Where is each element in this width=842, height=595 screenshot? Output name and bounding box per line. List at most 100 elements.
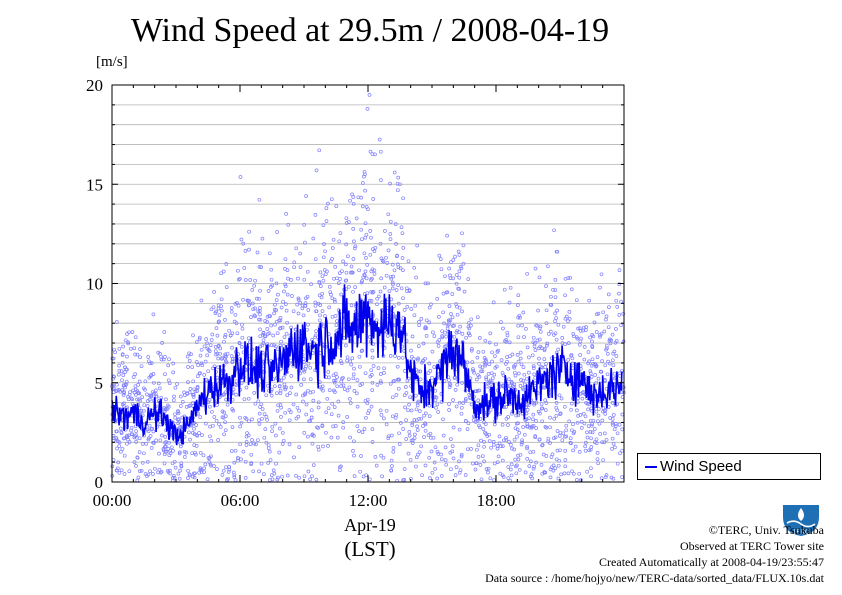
data-point (417, 323, 422, 328)
data-point (403, 405, 407, 410)
data-point (519, 378, 523, 382)
data-point (613, 422, 618, 426)
data-point (563, 458, 568, 462)
data-point (508, 354, 512, 359)
data-point (252, 391, 257, 395)
data-point (545, 343, 549, 348)
data-point (230, 345, 234, 350)
data-point (236, 456, 241, 461)
data-point (306, 469, 311, 474)
data-point (262, 334, 267, 338)
data-point (473, 420, 478, 424)
data-point (140, 460, 145, 465)
data-point (242, 266, 247, 270)
data-point (612, 371, 617, 376)
data-point (239, 420, 244, 425)
data-point (214, 419, 219, 423)
data-point (177, 419, 182, 424)
data-point (143, 472, 148, 476)
data-point (205, 477, 210, 482)
data-point (619, 299, 623, 304)
data-point (414, 455, 419, 460)
data-point (596, 461, 601, 466)
data-point (461, 243, 466, 248)
data-point (202, 344, 207, 349)
data-point (382, 371, 386, 375)
data-point (317, 280, 322, 285)
data-point (514, 471, 519, 476)
data-point (436, 410, 440, 414)
data-point (487, 432, 491, 437)
data-point (412, 313, 417, 318)
data-point (358, 469, 362, 474)
data-point (416, 344, 421, 348)
data-point (341, 259, 345, 264)
data-point (166, 404, 171, 409)
data-point (147, 423, 152, 428)
data-point (216, 356, 221, 361)
credit-observed: Observed at TERC Tower site (679, 539, 824, 553)
data-point (447, 266, 451, 271)
data-point (297, 445, 302, 449)
data-point (158, 438, 163, 443)
data-point (190, 451, 194, 456)
data-point (617, 291, 621, 296)
data-point (232, 460, 237, 465)
data-point (222, 339, 226, 344)
data-point (543, 424, 548, 429)
data-point (585, 430, 589, 435)
data-point (280, 442, 285, 446)
data-point (234, 379, 239, 384)
data-point (328, 259, 333, 264)
data-point (208, 424, 212, 429)
data-point (345, 358, 349, 363)
data-point (435, 402, 440, 407)
data-point (402, 308, 407, 312)
data-point (172, 394, 176, 399)
data-point (388, 237, 393, 241)
data-point (495, 446, 500, 451)
data-point (378, 241, 383, 246)
data-point (571, 448, 575, 453)
data-point (216, 320, 221, 325)
data-point (198, 466, 203, 471)
data-point (249, 461, 254, 465)
data-point (351, 449, 355, 453)
data-point (286, 222, 291, 227)
data-point (275, 477, 280, 482)
data-point (396, 283, 401, 287)
data-point (247, 419, 251, 424)
data-point (142, 408, 146, 413)
data-point (515, 463, 519, 468)
data-point (146, 355, 151, 359)
data-point (512, 447, 517, 452)
data-point (280, 474, 284, 479)
data-point (570, 366, 575, 370)
data-point (269, 323, 274, 328)
data-point (257, 296, 261, 301)
data-point (416, 356, 421, 361)
data-point (520, 440, 524, 445)
data-point (374, 318, 379, 323)
data-point (579, 419, 584, 424)
data-point (560, 341, 565, 345)
data-point (319, 295, 324, 300)
data-point (360, 348, 365, 353)
data-point (586, 350, 591, 354)
data-point (236, 268, 240, 273)
data-point (512, 437, 517, 442)
data-point (386, 212, 391, 217)
data-point (605, 372, 610, 377)
data-point (496, 348, 500, 353)
data-point (176, 409, 180, 413)
data-point (435, 450, 440, 454)
data-point (375, 383, 380, 387)
data-point (596, 376, 601, 381)
data-point (559, 396, 564, 401)
data-point (442, 345, 447, 349)
data-point (133, 335, 138, 340)
data-point (370, 388, 375, 392)
data-point (278, 391, 283, 395)
data-point (598, 432, 603, 436)
data-point (544, 308, 549, 313)
